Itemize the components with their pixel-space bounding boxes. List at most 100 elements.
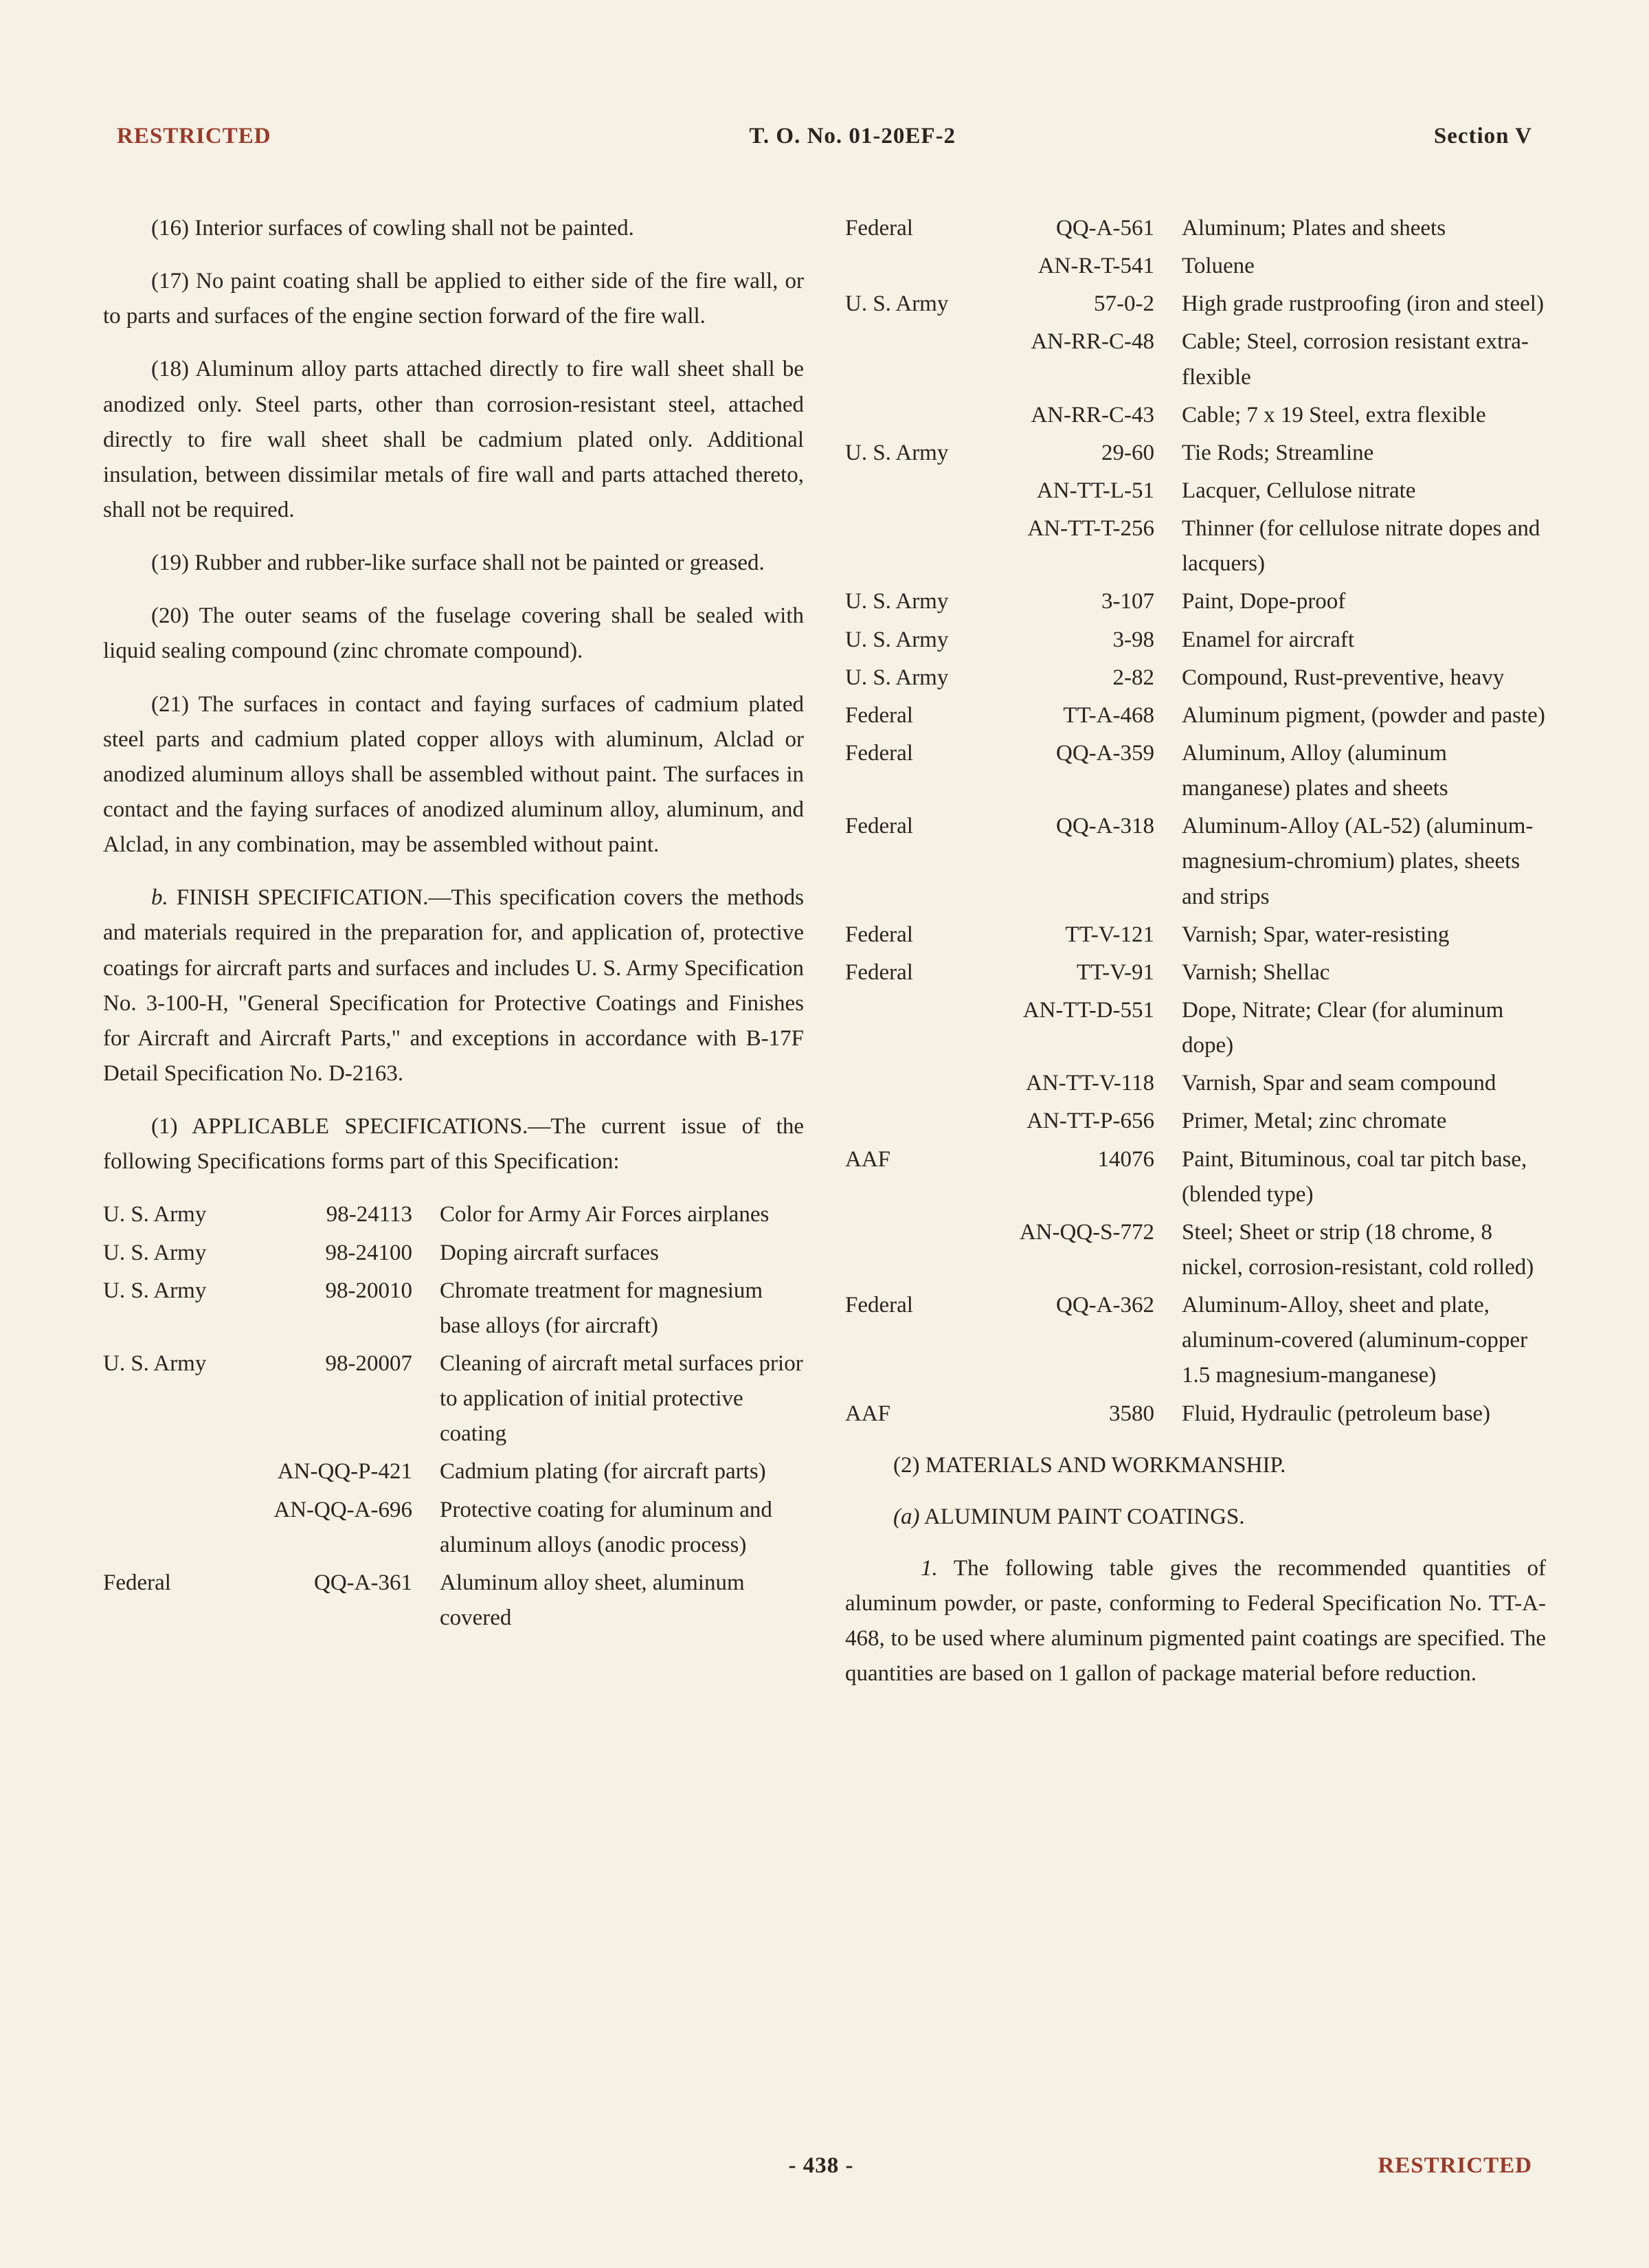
spec-desc: Cable; 7 x 19 Steel, extra flexible xyxy=(1175,398,1546,433)
spec-agency: U. S. Army xyxy=(103,1274,240,1309)
spec-code: 57-0-2 xyxy=(983,287,1175,322)
spec-code: AN-R-T-541 xyxy=(983,249,1175,284)
spec-row: U. S. Army 98-24100 Doping aircraft surf… xyxy=(103,1236,804,1271)
spec-row: AN-TT-D-551Dope, Nitrate; Clear (for alu… xyxy=(845,993,1546,1063)
spec-row: FederalTT-V-91Varnish; Shellac xyxy=(845,955,1546,990)
page-header: RESTRICTED T. O. No. 01-20EF-2 Section V xyxy=(103,124,1546,149)
spec-agency: U. S. Army xyxy=(845,584,983,619)
paragraph-text: The following table gives the recommende… xyxy=(845,1556,1546,1686)
page: RESTRICTED T. O. No. 01-20EF-2 Section V… xyxy=(0,0,1649,2268)
spec-desc: Aluminum pigment, (powder and paste) xyxy=(1175,698,1546,733)
spec-row: AAF3580Fluid, Hydraulic (petroleum base) xyxy=(845,1397,1546,1432)
paragraph: (20) The outer seams of the fuselage cov… xyxy=(103,599,804,669)
spec-desc: Varnish; Shellac xyxy=(1175,955,1546,990)
spec-desc: Chromate treatment for magnesium base al… xyxy=(433,1274,804,1344)
spec-agency: U. S. Army xyxy=(845,660,983,696)
spec-code: 3-98 xyxy=(983,623,1175,658)
spec-desc: Enamel for aircraft xyxy=(1175,623,1546,658)
spec-row: U. S. Army3-107Paint, Dope-proof xyxy=(845,584,1546,619)
spec-agency: U. S. Army xyxy=(845,623,983,658)
spec-desc: Aluminum, Alloy (aluminum manganese) pla… xyxy=(1175,736,1546,806)
spec-row: FederalTT-V-121Varnish; Spar, water-resi… xyxy=(845,918,1546,953)
spec-agency: Federal xyxy=(845,211,983,246)
left-column: (16) Interior surfaces of cowling shall … xyxy=(103,211,804,1709)
spec-code: 98-20010 xyxy=(240,1274,433,1309)
spec-desc: Doping aircraft surfaces xyxy=(433,1236,804,1271)
spec-code: AN-QQ-A-696 xyxy=(240,1493,433,1528)
spec-row: FederalQQ-A-561Aluminum; Plates and shee… xyxy=(845,211,1546,246)
spec-agency: U. S. Army xyxy=(845,287,983,322)
header-section: Section V xyxy=(1434,124,1532,149)
spec-row: U. S. Army 98-24113 Color for Army Air F… xyxy=(103,1197,804,1232)
spec-table-right: FederalQQ-A-561Aluminum; Plates and shee… xyxy=(845,211,1546,1432)
spec-row: U. S. Army3-98Enamel for aircraft xyxy=(845,623,1546,658)
spec-row: AN-R-T-541Toluene xyxy=(845,249,1546,284)
spec-agency: U. S. Army xyxy=(103,1236,240,1271)
spec-desc: Compound, Rust-preventive, heavy xyxy=(1175,660,1546,696)
paragraph-b: b. FINISH SPECIFICATION.—This specificat… xyxy=(103,880,804,1091)
spec-desc: Tie Rods; Streamline xyxy=(1175,436,1546,471)
spec-desc: Cable; Steel, corrosion resistant extra-… xyxy=(1175,324,1546,394)
spec-agency: Federal xyxy=(845,698,983,733)
spec-code: AN-RR-C-48 xyxy=(983,324,1175,359)
spec-agency: U. S. Army xyxy=(845,436,983,471)
page-number: - 438 - xyxy=(265,2153,1378,2179)
paragraph-text: FINISH SPECIFICATION.—This specification… xyxy=(103,885,804,1086)
spec-code: QQ-A-359 xyxy=(983,736,1175,771)
spec-row: AN-QQ-P-421 Cadmium plating (for aircraf… xyxy=(103,1454,804,1489)
spec-desc: Steel; Sheet or strip (18 chrome, 8 nick… xyxy=(1175,1215,1546,1285)
spec-desc: Varnish, Spar and seam compound xyxy=(1175,1066,1546,1101)
paragraph: (16) Interior surfaces of cowling shall … xyxy=(103,211,804,246)
spec-code: AN-TT-T-256 xyxy=(983,511,1175,546)
spec-row: AN-TT-P-656Primer, Metal; zinc chromate xyxy=(845,1104,1546,1139)
spec-desc: Aluminum alloy sheet, aluminum covered xyxy=(433,1566,804,1636)
spec-desc: Aluminum-Alloy, sheet and plate, aluminu… xyxy=(1175,1288,1546,1393)
spec-row: FederalQQ-A-362Aluminum-Alloy, sheet and… xyxy=(845,1288,1546,1393)
spec-code: 98-24100 xyxy=(240,1236,433,1271)
spec-row: AAF14076Paint, Bituminous, coal tar pitc… xyxy=(845,1142,1546,1212)
spec-code: 3580 xyxy=(983,1397,1175,1432)
spec-desc: Cleaning of aircraft metal surfaces prio… xyxy=(433,1346,804,1452)
content-columns: (16) Interior surfaces of cowling shall … xyxy=(103,211,1546,1709)
spec-desc: Cadmium plating (for aircraft parts) xyxy=(433,1454,804,1489)
spec-agency: Federal xyxy=(845,736,983,771)
spec-agency: Federal xyxy=(103,1566,240,1601)
spec-code: TT-A-468 xyxy=(983,698,1175,733)
spec-desc: Aluminum; Plates and sheets xyxy=(1175,211,1546,246)
spec-desc: Paint, Bituminous, coal tar pitch base, … xyxy=(1175,1142,1546,1212)
spec-code: QQ-A-362 xyxy=(983,1288,1175,1323)
spec-row: U. S. Army2-82Compound, Rust-preventive,… xyxy=(845,660,1546,696)
spec-desc: Color for Army Air Forces airplanes xyxy=(433,1197,804,1232)
spec-code: AN-TT-L-51 xyxy=(983,474,1175,509)
subheading-a: (a) ALUMINUM PAINT COATINGS. xyxy=(845,1500,1546,1535)
spec-code: 2-82 xyxy=(983,660,1175,696)
spec-code: 98-20007 xyxy=(240,1346,433,1381)
spec-agency: U. S. Army xyxy=(103,1197,240,1232)
spec-desc: Primer, Metal; zinc chromate xyxy=(1175,1104,1546,1139)
paragraph-end: 1. The following table gives the recomme… xyxy=(845,1551,1546,1692)
spec-code: QQ-A-318 xyxy=(983,809,1175,844)
spec-agency: Federal xyxy=(845,918,983,953)
spec-desc: Protective coating for aluminum and alum… xyxy=(433,1493,804,1563)
spec-row: AN-QQ-A-696 Protective coating for alumi… xyxy=(103,1493,804,1563)
spec-row: FederalTT-A-468Aluminum pigment, (powder… xyxy=(845,698,1546,733)
spec-code: 3-107 xyxy=(983,584,1175,619)
paragraph-1: (1) APPLICABLE SPECIFICATIONS.—The curre… xyxy=(103,1109,804,1179)
section-letter: b. xyxy=(151,885,168,910)
subheading-text: ALUMINUM PAINT COATINGS. xyxy=(919,1504,1244,1529)
spec-row: AN-TT-V-118Varnish, Spar and seam compou… xyxy=(845,1066,1546,1101)
paragraph: (19) Rubber and rubber-like surface shal… xyxy=(103,546,804,581)
spec-code: AN-TT-V-118 xyxy=(983,1066,1175,1101)
spec-desc: Dope, Nitrate; Clear (for aluminum dope) xyxy=(1175,993,1546,1063)
spec-desc: Lacquer, Cellulose nitrate xyxy=(1175,474,1546,509)
header-to-number: T. O. No. 01-20EF-2 xyxy=(271,124,1434,149)
right-column: FederalQQ-A-561Aluminum; Plates and shee… xyxy=(845,211,1546,1709)
paragraph: (21) The surfaces in contact and faying … xyxy=(103,687,804,863)
subheading-prefix: (a) xyxy=(893,1504,919,1529)
subheading-2: (2) MATERIALS AND WORKMANSHIP. xyxy=(845,1448,1546,1483)
spec-desc: High grade rustproofing (iron and steel) xyxy=(1175,287,1546,322)
spec-agency: Federal xyxy=(845,955,983,990)
footer-restricted: RESTRICTED xyxy=(1378,2153,1532,2179)
spec-desc: Fluid, Hydraulic (petroleum base) xyxy=(1175,1397,1546,1432)
header-restricted: RESTRICTED xyxy=(117,124,271,149)
